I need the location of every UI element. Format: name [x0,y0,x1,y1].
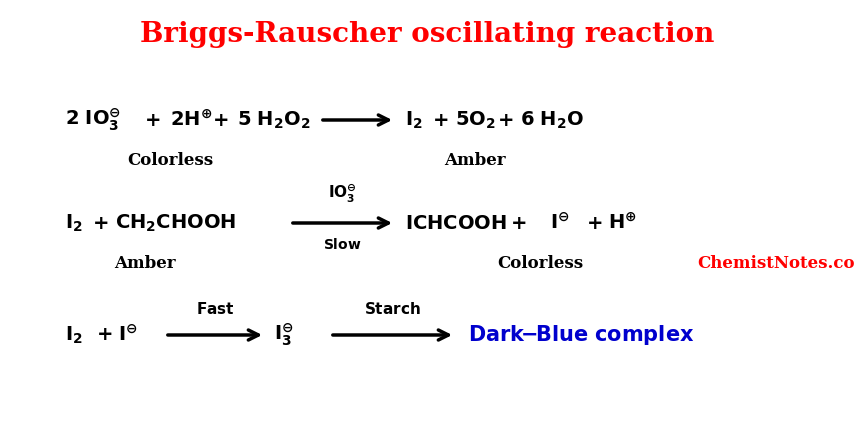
Text: $\mathbf{Slow}$: $\mathbf{Slow}$ [322,237,362,252]
Text: ChemistNotes.com: ChemistNotes.com [698,255,855,272]
Text: $\mathbf{I^{\ominus}}$: $\mathbf{I^{\ominus}}$ [550,212,569,233]
Text: $\mathbf{+}$: $\mathbf{+}$ [432,110,448,129]
Text: $\mathbf{+}$: $\mathbf{+}$ [212,110,228,129]
Text: $\mathbf{+}$: $\mathbf{+}$ [144,110,160,129]
Text: $\mathbf{+}$: $\mathbf{+}$ [91,214,109,233]
Text: $\mathbf{+}$: $\mathbf{+}$ [497,110,513,129]
Text: $\mathbf{CH_2CHOOH}$: $\mathbf{CH_2CHOOH}$ [115,212,236,233]
Text: $\mathbf{Fast}$: $\mathbf{Fast}$ [196,301,234,317]
Text: Colorless: Colorless [497,255,583,272]
Text: $\mathbf{6\ H_2O}$: $\mathbf{6\ H_2O}$ [520,109,584,131]
Text: $\mathbf{ICHCOOH+}$: $\mathbf{ICHCOOH+}$ [405,214,527,233]
Text: Briggs-Rauscher oscillating reaction: Briggs-Rauscher oscillating reaction [140,21,714,48]
Text: $\mathbf{H^{\oplus}}$: $\mathbf{H^{\oplus}}$ [608,212,637,233]
Text: $\mathbf{IO_3^{\ominus}}$: $\mathbf{IO_3^{\ominus}}$ [327,183,357,205]
Text: $\mathbf{+}$: $\mathbf{+}$ [96,326,112,345]
Text: Amber: Amber [445,152,506,169]
Text: $\mathbf{2H^{\oplus}}$: $\mathbf{2H^{\oplus}}$ [170,109,212,131]
Text: $\mathbf{I_2}$: $\mathbf{I_2}$ [405,109,423,131]
Text: $\mathbf{I^{\ominus}}$: $\mathbf{I^{\ominus}}$ [118,324,138,346]
Text: $\mathbf{5\ H_2O_2}$: $\mathbf{5\ H_2O_2}$ [237,109,310,131]
Text: Colorless: Colorless [127,152,213,169]
Text: $\mathbf{2\ IO_3^{\ominus}}$: $\mathbf{2\ IO_3^{\ominus}}$ [65,107,121,133]
Text: $\mathbf{Dark\!\!-\!\!Blue\ complex}$: $\mathbf{Dark\!\!-\!\!Blue\ complex}$ [468,323,694,347]
Text: Amber: Amber [115,255,176,272]
Text: $\mathbf{I_2}$: $\mathbf{I_2}$ [65,212,83,233]
Text: $\mathbf{I_2}$: $\mathbf{I_2}$ [65,324,83,346]
Text: $\mathbf{I_3^{\ominus}}$: $\mathbf{I_3^{\ominus}}$ [274,322,293,348]
Text: $\mathbf{5O_2}$: $\mathbf{5O_2}$ [455,109,496,131]
Text: $\mathbf{+}$: $\mathbf{+}$ [586,214,602,233]
Text: $\mathbf{Starch}$: $\mathbf{Starch}$ [363,301,421,317]
